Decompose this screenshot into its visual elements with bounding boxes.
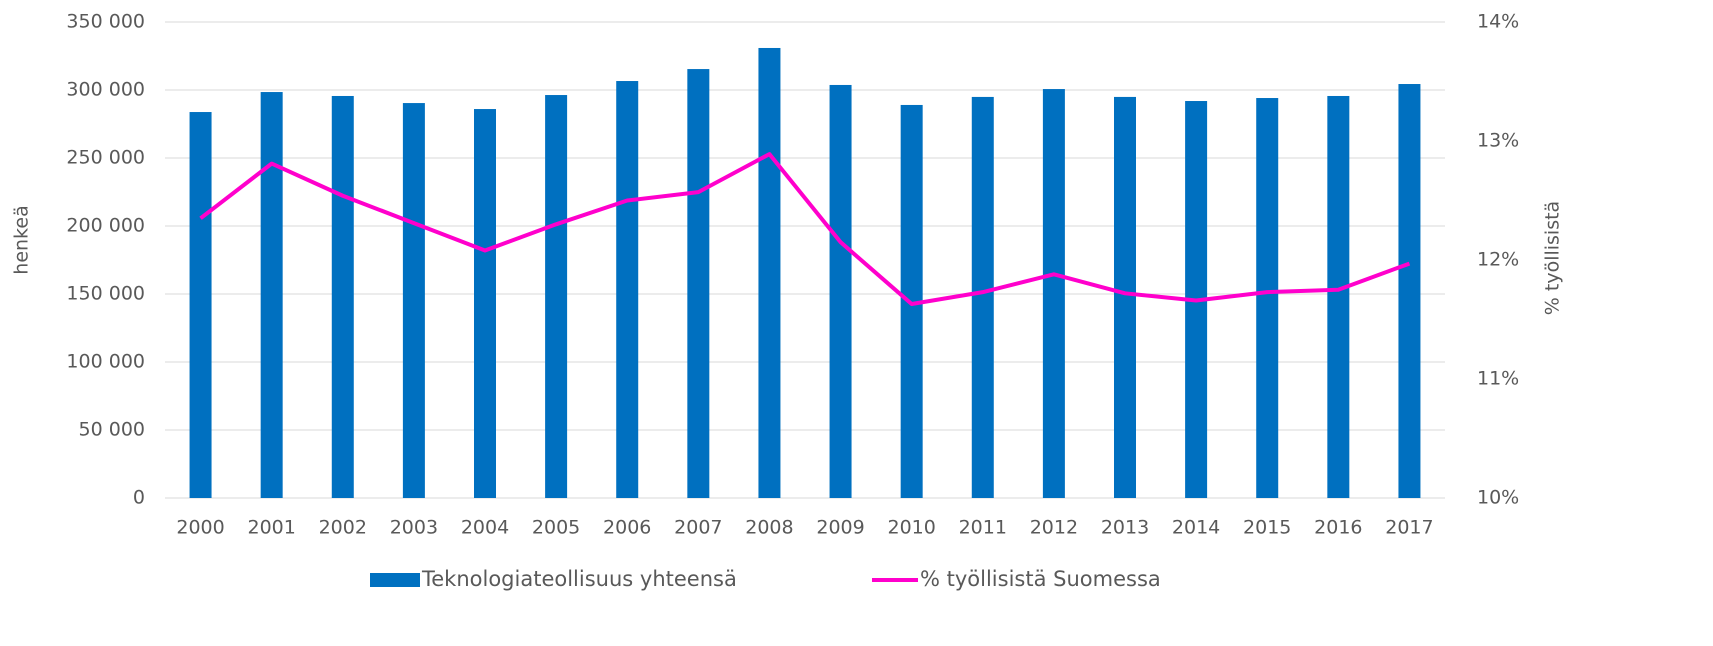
bar bbox=[971, 96, 994, 498]
bar bbox=[189, 112, 212, 499]
x-tick-label: 2012 bbox=[1030, 517, 1078, 539]
legend-label: % työllisistä Suomessa bbox=[920, 567, 1161, 591]
y2-tick-label: 13% bbox=[1477, 130, 1519, 152]
x-tick-label: 2010 bbox=[887, 517, 935, 539]
x-tick-label: 2014 bbox=[1172, 517, 1220, 539]
x-tick-label: 2013 bbox=[1101, 517, 1149, 539]
y-tick-label: 0 bbox=[133, 487, 145, 509]
bar bbox=[829, 84, 852, 498]
y-tick-label: 200 000 bbox=[66, 215, 145, 237]
x-tick-label: 2007 bbox=[674, 517, 722, 539]
bar bbox=[1042, 89, 1065, 498]
y2-tick-label: 14% bbox=[1477, 11, 1519, 33]
line bbox=[199, 152, 1411, 307]
y2-tick-label: 12% bbox=[1477, 249, 1519, 271]
y-tick-label: 250 000 bbox=[66, 147, 145, 169]
x-tick-label: 2000 bbox=[176, 517, 224, 539]
bar bbox=[1256, 98, 1279, 499]
legend-label: Teknologiateollisuus yhteensä bbox=[421, 567, 737, 591]
y-tick-label: 150 000 bbox=[66, 283, 145, 305]
x-tick-label: 2009 bbox=[816, 517, 864, 539]
bar bbox=[758, 47, 781, 498]
bar bbox=[1327, 95, 1350, 498]
legend-swatch bbox=[370, 573, 420, 587]
bar bbox=[260, 92, 283, 498]
y-tick-label: 300 000 bbox=[66, 79, 145, 101]
y-axis-title: henkeä bbox=[11, 205, 33, 274]
x-tick-label: 2001 bbox=[247, 517, 295, 539]
x-tick-label: 2006 bbox=[603, 517, 651, 539]
y2-tick-label: 10% bbox=[1477, 487, 1519, 509]
bar bbox=[545, 95, 568, 499]
bar bbox=[687, 69, 710, 498]
y2-tick-label: 11% bbox=[1477, 368, 1519, 390]
bar bbox=[616, 81, 639, 499]
x-tick-label: 2005 bbox=[532, 517, 580, 539]
bar bbox=[474, 109, 496, 498]
bar bbox=[1114, 96, 1136, 498]
x-tick-label: 2002 bbox=[319, 517, 367, 539]
y-tick-label: 100 000 bbox=[66, 351, 145, 373]
x-tick-label: 2015 bbox=[1243, 517, 1291, 539]
bar bbox=[331, 95, 354, 498]
x-tick-label: 2008 bbox=[745, 517, 793, 539]
x-tick-label: 2004 bbox=[461, 517, 509, 539]
y2-axis-title: % työllisistä bbox=[1542, 201, 1564, 315]
bar bbox=[402, 103, 425, 498]
y-tick-label: 50 000 bbox=[79, 419, 145, 441]
x-tick-label: 2011 bbox=[959, 517, 1007, 539]
bar bbox=[1398, 84, 1421, 499]
x-tick-label: 2017 bbox=[1385, 517, 1433, 539]
y-tick-label: 350 000 bbox=[66, 11, 145, 33]
x-tick-label: 2003 bbox=[390, 517, 438, 539]
x-tick-label: 2016 bbox=[1314, 517, 1362, 539]
